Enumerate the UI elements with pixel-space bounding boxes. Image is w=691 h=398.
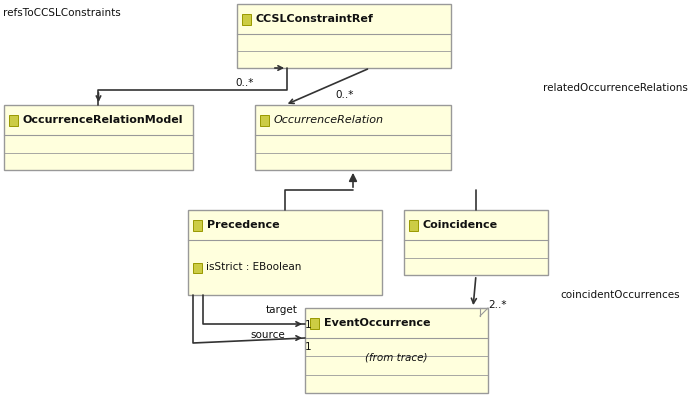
Text: 1: 1	[305, 342, 312, 352]
Text: 0..*: 0..*	[336, 90, 354, 100]
Bar	[237, 4, 451, 68]
Text: OccurrenceRelation: OccurrenceRelation	[274, 115, 384, 125]
Text: source: source	[250, 330, 285, 340]
Bar	[409, 220, 418, 230]
Text: coincidentOccurrences: coincidentOccurrences	[560, 290, 680, 300]
Text: isStrict : EBoolean: isStrict : EBoolean	[206, 263, 301, 273]
Text: relatedOccurrenceRelations: relatedOccurrenceRelations	[543, 83, 688, 93]
Bar	[9, 115, 18, 125]
Bar	[188, 210, 382, 295]
Text: (from trace): (from trace)	[366, 352, 428, 362]
Text: 0..*: 0..*	[236, 78, 254, 88]
Text: target: target	[266, 305, 298, 315]
Text: refsToCCSLConstraints: refsToCCSLConstraints	[3, 8, 121, 18]
Bar	[255, 105, 451, 170]
Bar	[193, 220, 202, 230]
Bar	[193, 263, 202, 273]
Text: 2..*: 2..*	[488, 300, 507, 310]
Bar	[310, 318, 319, 328]
Bar	[260, 115, 269, 125]
Bar	[305, 308, 488, 393]
Bar	[4, 105, 193, 170]
Text: Coincidence: Coincidence	[423, 220, 498, 230]
Bar	[242, 14, 251, 25]
Bar	[404, 210, 548, 275]
Text: EventOccurrence: EventOccurrence	[324, 318, 430, 328]
Text: OccurrenceRelationModel: OccurrenceRelationModel	[23, 115, 184, 125]
Text: Precedence: Precedence	[207, 220, 280, 230]
Text: 1: 1	[305, 320, 312, 330]
Text: CCSLConstraintRef: CCSLConstraintRef	[256, 14, 374, 24]
